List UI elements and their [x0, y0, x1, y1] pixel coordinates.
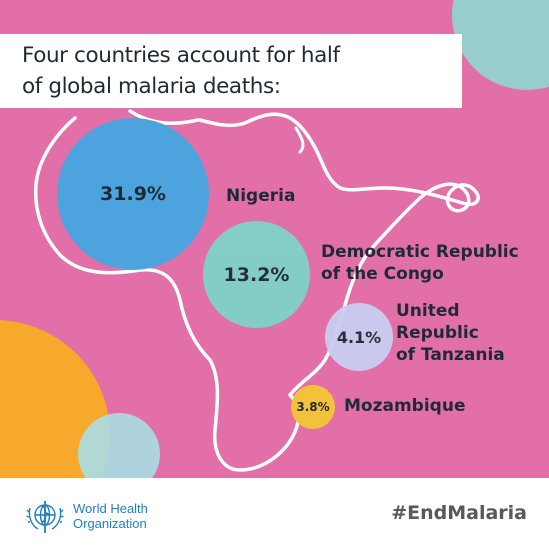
label-drc: Democratic Republic of the Congo — [321, 241, 519, 285]
label-drc-line-1: Democratic Republic — [321, 242, 519, 262]
label-tanzania: United Republic of Tanzania — [396, 300, 505, 366]
hashtag-end-malaria: #EndMalaria — [391, 502, 527, 524]
who-name-line-1: World Health — [73, 501, 148, 516]
infographic-poster: Four countries account for half of globa… — [0, 0, 549, 478]
who-name-line-2: Organization — [73, 516, 147, 531]
label-nigeria-line-1: Nigeria — [226, 186, 296, 206]
who-organization-name: World Health Organization — [73, 501, 148, 531]
bubble-mozambique: 3.8% — [291, 385, 335, 429]
title-line-1: Four countries account for half — [22, 43, 340, 68]
who-emblem-icon — [26, 501, 64, 533]
label-mozambique: Mozambique — [344, 395, 465, 417]
bubble-nigeria: 31.9% — [57, 118, 209, 270]
label-tanzania-line-2: Republic — [396, 323, 479, 343]
decor-circle-light-blue — [78, 413, 160, 478]
value-tanzania: 4.1% — [336, 327, 382, 347]
bubble-drc: 13.2% — [203, 221, 310, 328]
value-nigeria: 31.9% — [100, 183, 166, 205]
value-drc: 13.2% — [223, 263, 290, 286]
label-tanzania-line-3: of Tanzania — [396, 345, 505, 365]
label-mozambique-line-1: Mozambique — [344, 396, 466, 416]
title-line-2: of global malaria deaths: — [22, 74, 281, 99]
label-nigeria: Nigeria — [226, 185, 295, 207]
africa-outline-map — [33, 109, 480, 472]
footer-bar: World Health Organization #EndMalaria — [0, 478, 549, 549]
bubble-tanzania: 4.1% — [325, 303, 393, 371]
value-mozambique: 3.8% — [296, 400, 330, 414]
title-banner: Four countries account for half of globa… — [0, 34, 462, 108]
label-drc-line-2: of the Congo — [321, 264, 444, 284]
label-tanzania-line-1: United — [396, 301, 460, 321]
